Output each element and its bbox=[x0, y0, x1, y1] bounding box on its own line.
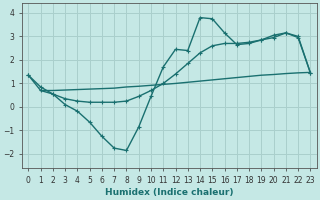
X-axis label: Humidex (Indice chaleur): Humidex (Indice chaleur) bbox=[105, 188, 234, 197]
